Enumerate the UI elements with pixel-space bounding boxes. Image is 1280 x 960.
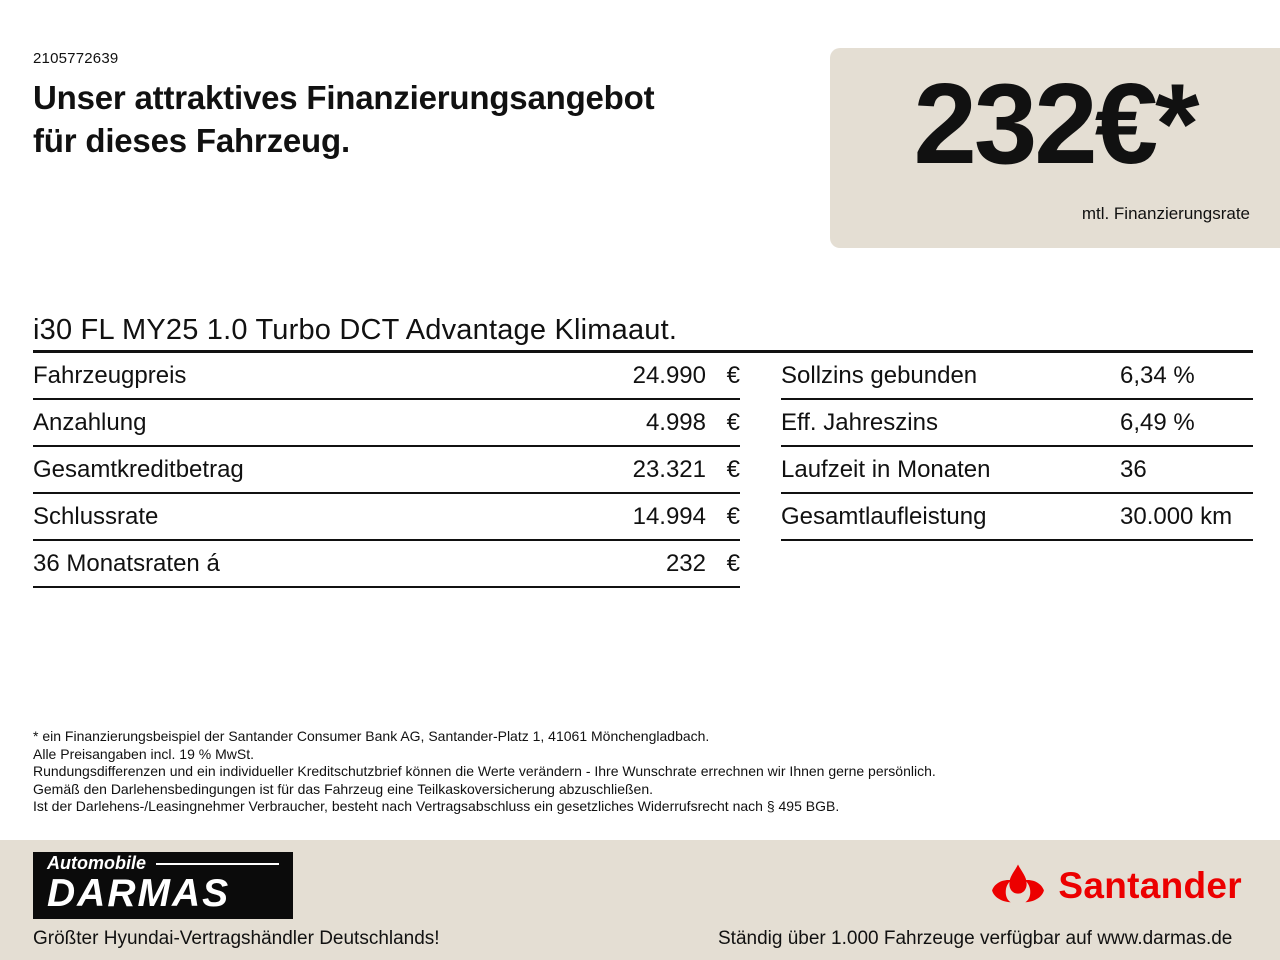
finance-table-right: Sollzins gebunden 6,34 % Eff. Jahreszins… xyxy=(781,353,1253,541)
monthly-rate-caption: mtl. Finanzierungsrate xyxy=(1081,204,1250,223)
document-id: 2105772639 xyxy=(33,50,119,67)
finance-label: Gesamtkreditbetrag xyxy=(33,455,244,483)
finance-value: 6,34 % xyxy=(1120,361,1195,389)
table-row: Anzahlung 4.998 € xyxy=(33,400,740,447)
finance-label: Sollzins gebunden xyxy=(781,361,978,389)
table-row: Eff. Jahreszins 6,49 % xyxy=(781,400,1253,447)
santander-wordmark: Santander xyxy=(1058,864,1242,906)
table-row: Gesamtkreditbetrag 23.321 € xyxy=(33,447,740,494)
table-row: Gesamtlaufleistung 30.000 km xyxy=(781,494,1253,541)
table-row: Schlussrate 14.994 € xyxy=(33,494,740,541)
finance-label: Schlussrate xyxy=(33,502,159,530)
finance-unit: € xyxy=(726,455,740,483)
vehicle-title-rule xyxy=(33,350,1253,353)
disclaimer-line: * ein Finanzierungsbeispiel der Santande… xyxy=(33,728,710,744)
finance-value: 4.998 xyxy=(645,408,706,436)
finance-table-left: Fahrzeugpreis 24.990 € Anzahlung 4.998 €… xyxy=(33,353,740,588)
disclaimer-line: Gemäß den Darlehensbedingungen ist für d… xyxy=(33,780,653,797)
monthly-rate-value: 232€* xyxy=(913,61,1200,188)
vehicle-title: i30 FL MY25 1.0 Turbo DCT Advantage Klim… xyxy=(33,314,678,346)
finance-value: 24.990 xyxy=(632,361,706,389)
finance-value: 232 xyxy=(665,549,706,577)
availability-text: Ständig über 1.000 Fahrzeuge verfügbar a… xyxy=(718,928,1233,949)
finance-unit: € xyxy=(726,361,740,389)
darmas-logo: Automobile DARMAS xyxy=(33,852,293,919)
table-row: Laufzeit in Monaten 36 xyxy=(781,447,1253,494)
disclaimer-line: Ist der Darlehens-/Leasingnehmer Verbrau… xyxy=(33,798,840,814)
table-row: Fahrzeugpreis 24.990 € xyxy=(33,353,740,400)
page-title-line2: für dieses Fahrzeug. xyxy=(33,122,350,159)
finance-value: 23.321 xyxy=(632,455,706,483)
finance-label: Gesamtlaufleistung xyxy=(781,502,987,530)
finance-value: 6,49 % xyxy=(1120,408,1195,436)
finance-value: 36 xyxy=(1120,455,1147,483)
darmas-logo-automobile: Automobile xyxy=(47,853,279,874)
page-title: Unser attraktives Finanzierungsangebot fü… xyxy=(33,76,655,162)
santander-logo: Santander xyxy=(991,862,1242,908)
table-row: 36 Monatsraten á 232 € xyxy=(33,541,740,588)
dealer-tagline: Größter Hyundai-Vertragshändler Deutschl… xyxy=(33,928,440,949)
darmas-logo-name: DARMAS xyxy=(47,871,231,915)
finance-label: Fahrzeugpreis xyxy=(33,361,187,389)
disclaimer: * ein Finanzierungsbeispiel der Santande… xyxy=(33,728,1253,816)
disclaimer-line: Rundungsdifferenzen und ein individuelle… xyxy=(33,763,936,779)
finance-label: Eff. Jahreszins xyxy=(781,408,938,436)
finance-unit: € xyxy=(726,502,740,530)
finance-label: Anzahlung xyxy=(33,408,147,436)
finance-value: 30.000 km xyxy=(1120,502,1233,530)
footer-band: Automobile DARMAS Größter Hyundai-Vertra… xyxy=(0,840,1280,960)
table-row: Sollzins gebunden 6,34 % xyxy=(781,353,1253,400)
finance-label: Laufzeit in Monaten xyxy=(781,455,991,483)
finance-unit: € xyxy=(726,549,740,577)
finance-unit: € xyxy=(726,408,740,436)
finance-label: 36 Monatsraten á xyxy=(33,549,220,577)
finance-value: 14.994 xyxy=(632,502,706,530)
santander-flame-icon xyxy=(992,864,1045,903)
rate-box: 232€* mtl. Finanzierungsrate xyxy=(830,48,1280,248)
page-title-line1: Unser attraktives Finanzierungsangebot xyxy=(33,79,655,116)
disclaimer-line: Alle Preisangaben incl. 19 % MwSt. xyxy=(33,745,254,762)
